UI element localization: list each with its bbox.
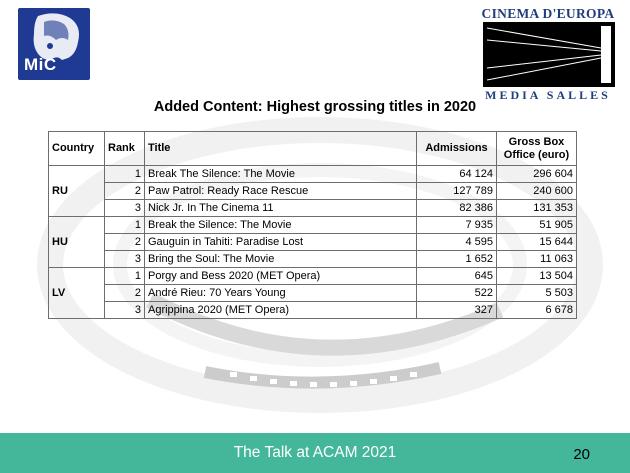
rank-cell: 1	[104, 165, 145, 183]
admissions-cell: 522	[416, 284, 497, 302]
column-header-title: Title	[144, 131, 417, 166]
table-row: 3 Agrippina 2020 (MET Opera) 327 6 678	[49, 301, 577, 319]
country-cell-lv: LV	[48, 267, 105, 319]
gross-cell: 15 644	[496, 233, 577, 251]
column-header-rank: Rank	[104, 131, 145, 166]
gross-cell: 131 353	[496, 199, 577, 217]
table-row: LV 1 Porgy and Bess 2020 (MET Opera) 645…	[48, 267, 577, 319]
footer-bar: The Talk at ACAM 2021 20	[0, 433, 630, 473]
admissions-cell: 82 386	[416, 199, 497, 217]
table-row: 2 Gauguin in Tahiti: Paradise Lost 4 595…	[49, 233, 577, 251]
gross-header-line2: Office (euro)	[503, 148, 570, 161]
footer-text: The Talk at ACAM 2021	[233, 444, 397, 461]
table-row: RU 1 Break The Silence: The Movie 64 124…	[48, 165, 577, 217]
mic-logo: MiC	[18, 8, 90, 80]
title-cell: Break the Silence: The Movie	[144, 216, 417, 234]
rank-cell: 1	[104, 216, 145, 234]
country-cell-hu: HU	[48, 216, 105, 268]
rank-cell: 3	[104, 301, 145, 319]
gross-cell: 13 504	[496, 267, 577, 285]
media-salles-logo-text: MEDIA SALLES	[485, 88, 611, 102]
admissions-cell: 645	[416, 267, 497, 285]
column-header-country: Country	[48, 131, 105, 166]
media-salles-logo	[483, 22, 615, 87]
rank-cell: 2	[104, 182, 145, 200]
admissions-cell: 7 935	[416, 216, 497, 234]
rank-cell: 3	[104, 250, 145, 268]
title-cell: André Rieu: 70 Years Young	[144, 284, 417, 302]
admissions-cell: 127 789	[416, 182, 497, 200]
table-row: 3 Bring the Soul: The Movie 1 652 11 063	[49, 250, 577, 268]
title-cell: Gauguin in Tahiti: Paradise Lost	[144, 233, 417, 251]
highest-grossing-table: Country Rank Title Admissions Gross Box O…	[48, 131, 577, 319]
gross-cell: 51 905	[496, 216, 577, 234]
cinema-deuropa-logo-text: CINEMA D'EUROPA	[481, 6, 615, 21]
rank-cell: 1	[104, 267, 145, 285]
table-row: 2 Paw Patrol: Ready Race Rescue 127 789 …	[49, 182, 577, 200]
column-header-gross-box-office: Gross Box Office (euro)	[496, 131, 577, 166]
page-number: 20	[573, 446, 590, 463]
rank-cell: 2	[104, 233, 145, 251]
table-header-row: Country Rank Title Admissions Gross Box O…	[48, 131, 577, 166]
gross-cell: 296 604	[496, 165, 577, 183]
title-cell: Nick Jr. In The Cinema 11	[144, 199, 417, 217]
rank-cell: 2	[104, 284, 145, 302]
country-cell-ru: RU	[48, 165, 105, 217]
title-cell: Bring the Soul: The Movie	[144, 250, 417, 268]
admissions-cell: 64 124	[416, 165, 497, 183]
slide-title: Added Content: Highest grossing titles i…	[153, 99, 477, 115]
admissions-cell: 327	[416, 301, 497, 319]
admissions-cell: 1 652	[416, 250, 497, 268]
table-row: 3 Nick Jr. In The Cinema 11 82 386 131 3…	[49, 199, 577, 217]
rank-cell: 3	[104, 199, 145, 217]
gross-cell: 11 063	[496, 250, 577, 268]
gross-cell: 6 678	[496, 301, 577, 319]
gross-cell: 240 600	[496, 182, 577, 200]
projector-beam-icon	[486, 26, 611, 83]
gross-header-line1: Gross Box	[508, 135, 565, 148]
title-cell: Break The Silence: The Movie	[144, 165, 417, 183]
mic-logo-text: MiC	[24, 55, 57, 74]
table-row: 2 André Rieu: 70 Years Young 522 5 503	[49, 284, 577, 302]
title-cell: Porgy and Bess 2020 (MET Opera)	[144, 267, 417, 285]
table-row: HU 1 Break the Silence: The Movie 7 935 …	[48, 216, 577, 268]
title-cell: Agrippina 2020 (MET Opera)	[144, 301, 417, 319]
admissions-cell: 4 595	[416, 233, 497, 251]
gross-cell: 5 503	[496, 284, 577, 302]
column-header-admissions: Admissions	[416, 131, 497, 166]
head-silhouette-icon	[33, 13, 79, 60]
title-cell: Paw Patrol: Ready Race Rescue	[144, 182, 417, 200]
